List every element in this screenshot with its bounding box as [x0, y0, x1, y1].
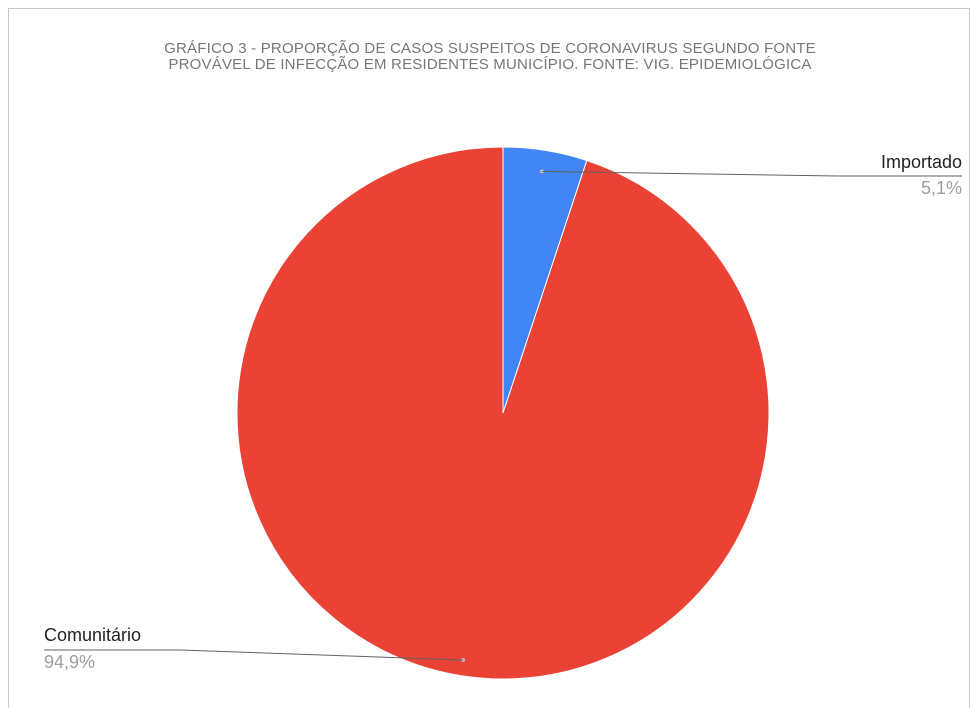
pie-slices — [236, 146, 770, 680]
leader-line-comunitario — [44, 649, 464, 661]
slice-value-comunitario: 94,9% — [44, 652, 95, 672]
slice-labels: Importado 5,1% Comunitário 94,9% — [44, 152, 962, 672]
chart-title-line-2: PROVÁVEL DE INFECÇÃO EM RESIDENTES MUNIC… — [168, 56, 812, 73]
pie-slice-comunitario[interactable] — [236, 146, 770, 680]
slice-value-importado: 5,1% — [921, 178, 962, 198]
slice-label-importado: Importado — [881, 152, 962, 172]
leader-line-importado — [542, 170, 962, 177]
slice-label-comunitario: Comunitário — [44, 625, 141, 645]
leader-lines — [44, 169, 962, 662]
chart-title-line-1: GRÁFICO 3 - PROPORÇÃO DE CASOS SUSPEITOS… — [164, 40, 816, 57]
chart-title: GRÁFICO 3 - PROPORÇÃO DE CASOS SUSPEITOS… — [9, 41, 971, 73]
